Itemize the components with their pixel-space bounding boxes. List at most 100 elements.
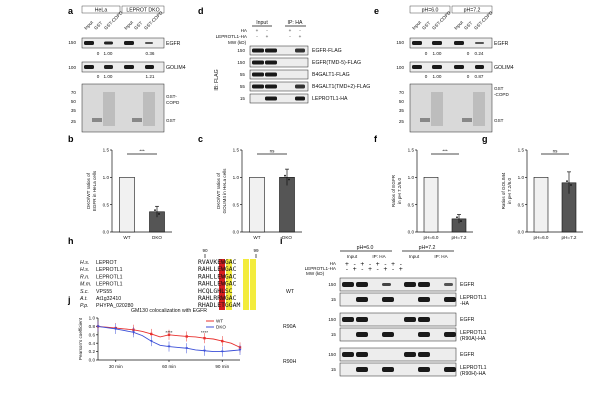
- quant: 0.87: [475, 74, 484, 79]
- quant: 0: [425, 74, 428, 79]
- stain-label: GST: [166, 118, 176, 123]
- stain-band-gst: [462, 118, 472, 122]
- stain-lane: [473, 92, 485, 126]
- band: [265, 96, 277, 101]
- y-axis-label: Pearson's coefficient: [78, 317, 83, 360]
- bar: [249, 177, 265, 233]
- group-box-dko: [121, 5, 165, 14]
- data-point: [167, 345, 171, 348]
- band-label-egfr: EGFR: [166, 41, 181, 47]
- y-tick-label: 1.0: [103, 175, 110, 180]
- sign-row-leprotl1: - + - + - + - +: [345, 265, 403, 273]
- y-tick-label: 0.0: [233, 230, 240, 235]
- panel-label-c: c: [198, 134, 203, 144]
- y-tick-label: 0.0: [89, 358, 96, 363]
- band: [104, 65, 113, 69]
- alignment-rows: H.s. LEPROT RVAVKEWGAC H.s. LEPROTL1 RAHLLEWG…: [79, 258, 240, 309]
- data-point: [203, 349, 206, 353]
- y-tick-label: 0.5: [233, 202, 240, 207]
- mw-tick: 100: [396, 65, 404, 70]
- sign: +: [266, 34, 269, 39]
- group-hela: HeLa: [95, 8, 108, 14]
- group-ph6: pH=6.0: [357, 245, 374, 251]
- species-org: R.n.: [80, 274, 90, 280]
- stain-lane: [143, 92, 155, 126]
- stain-label: GST: [494, 118, 504, 123]
- band-label: EGFR(TMD-5)-FLAG: [312, 60, 361, 66]
- band-label: EGFR: [460, 317, 475, 323]
- band-label: B4GALT1(TMD+2)-FLAG: [312, 84, 370, 90]
- band-label: EGFR: [494, 41, 509, 47]
- band: [454, 41, 464, 45]
- band: [104, 41, 113, 45]
- lane-label: GST: [463, 20, 473, 30]
- sig-label: ****: [201, 330, 208, 335]
- quant: 1.00: [104, 74, 113, 79]
- band: [412, 65, 422, 69]
- blot: [249, 57, 309, 68]
- band: [454, 65, 464, 69]
- data-point: [149, 340, 153, 343]
- band: [475, 42, 484, 44]
- legend-label: WT: [216, 319, 223, 324]
- species-org: S.c.: [80, 289, 89, 295]
- mw-tick: 150: [328, 282, 336, 287]
- data-point: [288, 178, 290, 181]
- species-org: H.s.: [80, 260, 89, 266]
- panel-h: 90 99: [202, 248, 259, 310]
- band: [252, 72, 264, 77]
- bar: [423, 177, 439, 233]
- data-point: [456, 216, 458, 219]
- band-label: -HA: [460, 301, 469, 307]
- stain-band-gst: [92, 118, 102, 122]
- quant: 1.00: [104, 51, 113, 56]
- band: [252, 84, 264, 89]
- mw-tick: 55: [240, 84, 246, 89]
- sig-label: ns: [270, 149, 276, 154]
- band-label: LEPROTL1: [460, 365, 487, 371]
- y-axis-label: DKO/WT ratios of: [216, 172, 221, 209]
- highlight-conserved: [243, 259, 249, 310]
- data-point: [185, 335, 188, 338]
- chart-title: GM130 colocalization with EGFR: [131, 308, 207, 314]
- row-label-leprotl1: LEPROTL1-HA: [305, 266, 337, 271]
- y-tick-label: 1.5: [233, 148, 240, 153]
- quant: 0: [425, 51, 428, 56]
- blot: [249, 93, 309, 104]
- quant: 0: [97, 74, 100, 79]
- row-group-r90h: R90H: [283, 359, 297, 365]
- species-org: P.p.: [80, 303, 89, 309]
- panel-d: Input IP: HA HA LEPROTL1-HA + - + - - + …: [214, 20, 370, 104]
- panel-label-d: d: [198, 6, 204, 16]
- row-label-ha: HA: [241, 28, 248, 33]
- sign: -: [266, 28, 268, 33]
- panel-label-i: i: [280, 236, 283, 246]
- band: [252, 60, 264, 65]
- row-group-wt: WT: [286, 289, 295, 295]
- y-tick-label: 0.0: [408, 230, 415, 235]
- sig-label: ***: [442, 149, 448, 154]
- y-axis-label: GOLIM4 in HeLa cells: [222, 168, 227, 214]
- data-point: [114, 327, 118, 331]
- group-box: [409, 5, 451, 14]
- mw-tick: 150: [68, 40, 76, 45]
- y-tick-label: 0.5: [408, 202, 415, 207]
- blot: [339, 277, 457, 292]
- sig-label: ****: [165, 330, 172, 335]
- mw-tick: 70: [71, 90, 77, 95]
- x-tick-label: 90 min: [215, 364, 229, 369]
- row-label-leprotl1: LEPROTL1-HA: [216, 34, 248, 39]
- lane-label: Input: [453, 19, 464, 30]
- panel-label-a: a: [68, 6, 74, 16]
- species-gene: At1g32410: [96, 296, 121, 302]
- y-axis-label: in pH 7.2/6.0: [507, 178, 512, 204]
- mw-tick: 150: [328, 352, 336, 357]
- blot-golim4-e: [409, 61, 493, 73]
- y-axis-label: Ratios of EGFR: [391, 174, 396, 207]
- header-ip: IP: HA: [288, 20, 304, 26]
- group-box: [451, 5, 493, 14]
- band: [412, 41, 422, 45]
- bands-r90h-egfr: [342, 352, 430, 357]
- y-tick-label: 0.0: [103, 230, 110, 235]
